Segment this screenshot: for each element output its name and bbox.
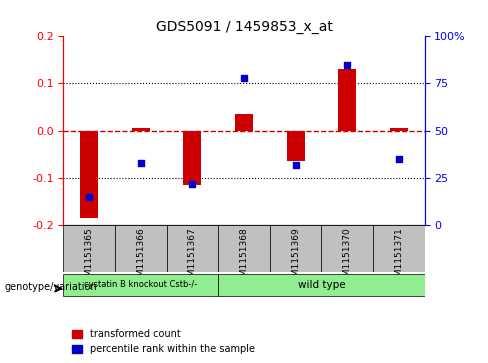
Bar xyxy=(132,129,150,131)
Text: GSM1151365: GSM1151365 xyxy=(85,227,94,288)
Title: GDS5091 / 1459853_x_at: GDS5091 / 1459853_x_at xyxy=(156,20,332,34)
Bar xyxy=(390,129,408,131)
Bar xyxy=(218,274,425,296)
Point xyxy=(343,62,351,68)
Point xyxy=(292,162,300,168)
Bar xyxy=(322,225,373,272)
Bar xyxy=(235,114,253,131)
Text: GSM1151367: GSM1151367 xyxy=(188,227,197,288)
Bar xyxy=(338,69,356,131)
Legend: transformed count, percentile rank within the sample: transformed count, percentile rank withi… xyxy=(68,326,259,358)
Text: GSM1151368: GSM1151368 xyxy=(240,227,248,288)
Bar xyxy=(270,225,322,272)
Point xyxy=(188,181,196,187)
Bar xyxy=(286,131,305,161)
Point xyxy=(85,194,93,200)
Bar xyxy=(373,225,425,272)
Bar xyxy=(80,131,98,218)
Bar xyxy=(218,225,270,272)
Bar xyxy=(63,274,218,296)
Text: genotype/variation: genotype/variation xyxy=(5,282,98,292)
Bar xyxy=(183,131,202,185)
Text: wild type: wild type xyxy=(298,280,345,290)
Bar xyxy=(115,225,166,272)
Bar xyxy=(63,225,115,272)
Bar xyxy=(166,225,218,272)
Text: cystatin B knockout Cstb-/-: cystatin B knockout Cstb-/- xyxy=(84,281,198,289)
Text: GSM1151371: GSM1151371 xyxy=(394,227,403,288)
Text: GSM1151370: GSM1151370 xyxy=(343,227,352,288)
Point xyxy=(137,160,145,166)
Text: GSM1151366: GSM1151366 xyxy=(136,227,145,288)
Point xyxy=(395,156,403,162)
Text: GSM1151369: GSM1151369 xyxy=(291,227,300,288)
Point xyxy=(240,75,248,81)
